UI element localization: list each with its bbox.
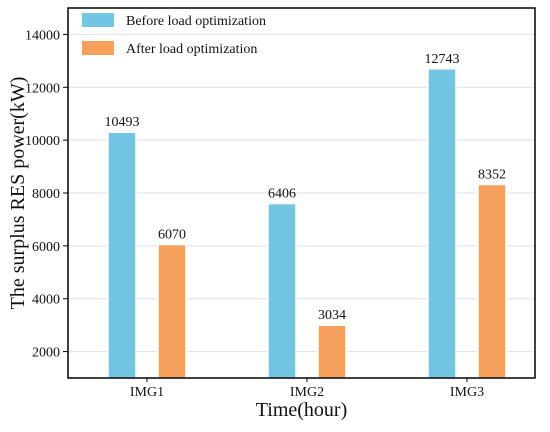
- bar-after-img3: [477, 183, 507, 379]
- y-tick-label: 8000: [32, 187, 60, 202]
- data-label: 8352: [478, 168, 506, 183]
- data-label: 3034: [318, 308, 346, 323]
- bar-before-img1: [107, 131, 137, 379]
- legend-swatch-after: [82, 41, 114, 55]
- data-label: 10493: [105, 115, 140, 130]
- legend-label-before: Before load optimization: [126, 14, 266, 29]
- plot-frame: [67, 7, 536, 379]
- x-tick-label: IMG2: [290, 385, 324, 400]
- legend-swatch-before: [82, 13, 114, 27]
- legend: Before load optimization After load opti…: [82, 13, 266, 57]
- bar-before-img3: [427, 68, 457, 379]
- data-label: 6070: [158, 228, 186, 243]
- gridlines: [68, 33, 535, 353]
- data-label: 6406: [268, 187, 296, 202]
- y-tick-label: 2000: [32, 346, 60, 361]
- y-tick-label: 10000: [25, 134, 60, 149]
- y-tick-label: 6000: [32, 240, 60, 255]
- axes: 2000 4000 6000 8000 10000 12000 14000 IMG1 IMG2 I…: [25, 28, 484, 400]
- x-axis-title: Time(hour): [256, 399, 347, 421]
- legend-label-after: After load optimization: [126, 42, 257, 57]
- y-tick-label: 14000: [25, 28, 60, 43]
- x-tick-label: IMG3: [450, 385, 484, 400]
- bars: [107, 68, 507, 379]
- y-axis-title: The surplus RES power(kW): [7, 77, 29, 310]
- bar-after-img2: [317, 324, 347, 379]
- y-tick-label: 12000: [25, 81, 60, 96]
- data-labels: 10493 6406 12743 6070 3034 8352: [105, 52, 507, 323]
- x-tick-label: IMG1: [130, 385, 164, 400]
- bar-before-img2: [267, 202, 297, 379]
- data-label: 12743: [425, 52, 460, 67]
- bar-after-img1: [157, 243, 187, 379]
- y-tick-label: 4000: [32, 293, 60, 308]
